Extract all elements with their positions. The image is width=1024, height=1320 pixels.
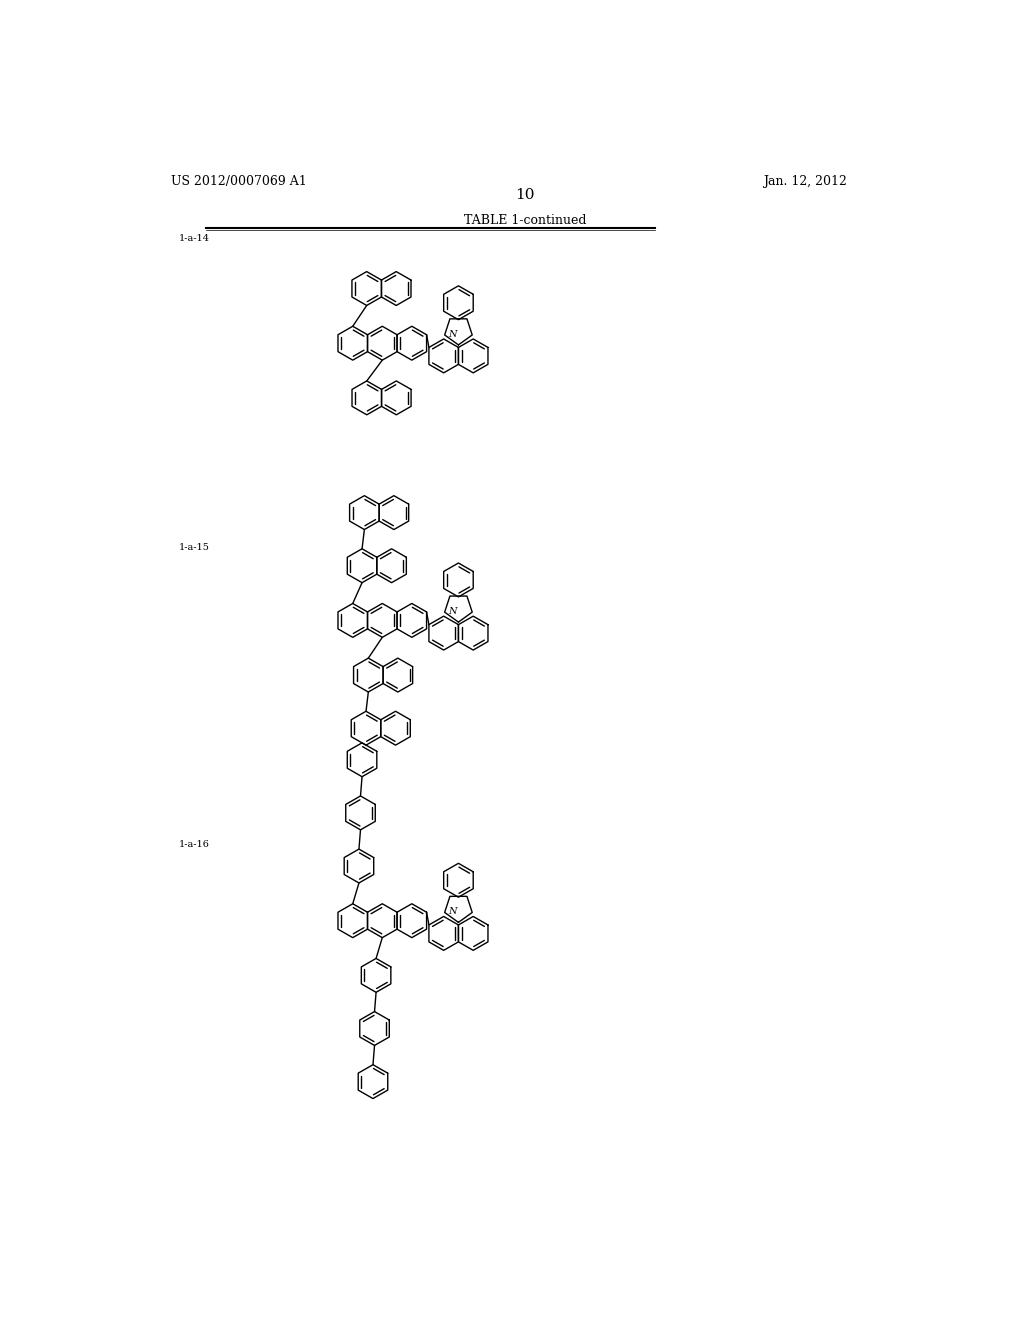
Text: 1-a-15: 1-a-15 [178, 544, 209, 552]
Text: TABLE 1-continued: TABLE 1-continued [464, 214, 586, 227]
Text: N: N [447, 907, 457, 916]
Text: N: N [447, 607, 457, 616]
Text: 1-a-14: 1-a-14 [178, 234, 209, 243]
Text: Jan. 12, 2012: Jan. 12, 2012 [764, 176, 848, 189]
Text: 1-a-16: 1-a-16 [178, 840, 209, 849]
Text: 10: 10 [515, 187, 535, 202]
Text: N: N [447, 330, 457, 339]
Text: US 2012/0007069 A1: US 2012/0007069 A1 [171, 176, 306, 189]
